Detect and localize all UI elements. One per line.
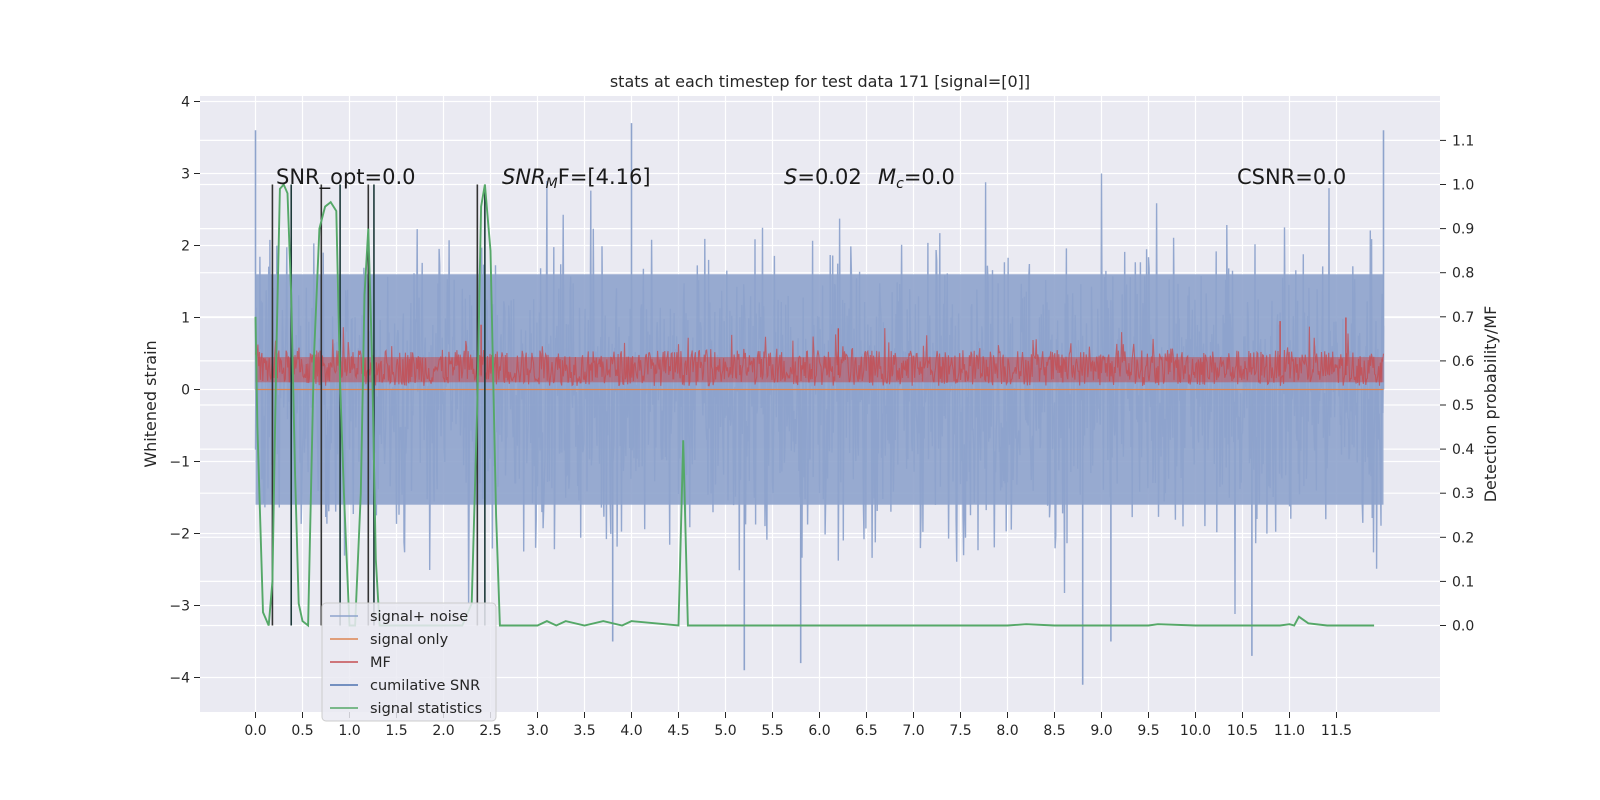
snr-mf-main: SNR	[502, 165, 546, 189]
x-tick-label-0: 0.0	[244, 723, 266, 739]
annotation-csnr: CSNR=0.0	[1237, 165, 1346, 189]
legend-label-mf: MF	[370, 655, 391, 671]
y-tick-label-0: 4	[181, 95, 190, 111]
x-tick-label-5: 2.5	[479, 723, 501, 739]
y-right-tick-label-4: 0.7	[1452, 310, 1474, 326]
y-tick-label-8: −4	[169, 671, 190, 687]
x-tick-label-8: 4.0	[620, 723, 642, 739]
annotation-snr-opt: SNR_opt=0.0	[276, 165, 416, 190]
x-tick-label-13: 6.5	[855, 723, 877, 739]
x-tick-label-16: 8.0	[996, 723, 1018, 739]
s-symbol: S	[784, 165, 797, 189]
legend-entry-cumilative-snr: cumilative SNR	[330, 678, 480, 694]
legend-label-cumilative-snr: cumilative SNR	[370, 678, 480, 694]
x-tick-label-18: 9.0	[1090, 723, 1112, 739]
vertical-lines-group	[271, 184, 486, 626]
y-tick-label-7: −3	[169, 599, 190, 615]
x-tick-label-12: 6.0	[808, 723, 830, 739]
x-tick-label-20: 10.0	[1180, 723, 1211, 739]
mf-series-group	[254, 317, 1385, 387]
legend-box	[321, 602, 497, 722]
x-tick-label-9: 4.5	[667, 723, 689, 739]
legend-entry-mf: MF	[330, 655, 391, 671]
y-right-tick-label-6: 0.5	[1452, 398, 1474, 414]
x-tick-label-11: 5.5	[761, 723, 783, 739]
y-right-tick-label-1: 1.0	[1452, 178, 1474, 194]
noise-series-group	[254, 123, 1385, 685]
legend-entry-signal-only: signal only	[330, 632, 449, 648]
y-right-tick-label-0: 1.1	[1452, 133, 1474, 149]
snr-mf-subscript: M	[546, 176, 558, 192]
legend-label-signal-only: signal only	[370, 632, 449, 648]
annotation-mc: Mc=0.0	[878, 165, 955, 192]
y-tick-label-5: −1	[169, 455, 190, 471]
x-tick-label-2: 1.0	[338, 723, 360, 739]
y-right-tick-label-9: 0.2	[1452, 530, 1474, 546]
signal-statistics-line	[254, 182, 1375, 628]
y-right-tick-label-11: 0.0	[1452, 619, 1474, 635]
chart-title: stats at each timestep for test data 171…	[610, 72, 1030, 91]
x-tick-label-4: 2.0	[432, 723, 454, 739]
mc-value: =0.0	[904, 165, 955, 189]
x-tick-label-6: 3.0	[526, 723, 548, 739]
signal-statistics-group	[254, 182, 1375, 628]
x-tick-label-10: 5.0	[714, 723, 736, 739]
legend-entry-signal-noise: signal+ noise	[330, 609, 468, 625]
y-axis-label-left: Whitened strain	[141, 340, 160, 467]
x-tick-label-23: 11.5	[1321, 723, 1352, 739]
y-tick-label-4: 0	[181, 383, 190, 399]
snr-mf-value: F=[4.16]	[558, 165, 651, 189]
y-tick-label-2: 2	[181, 239, 190, 255]
legend: signal+ noise signal only MF cumilative …	[321, 602, 497, 722]
annotation-snr-mf: SNRMF=[4.16]	[502, 165, 651, 192]
annotation-s: S=0.02	[784, 165, 862, 189]
x-tick-label-7: 3.5	[573, 723, 595, 739]
x-tick-label-21: 10.5	[1227, 723, 1258, 739]
y-right-tick-label-8: 0.3	[1452, 486, 1474, 502]
s-value: =0.02	[797, 165, 861, 189]
y-tick-label-6: −2	[169, 527, 190, 543]
mc-symbol: M	[878, 165, 896, 189]
y-tick-label-1: 3	[181, 167, 190, 183]
legend-entry-signal-statistics: signal statistics	[330, 701, 482, 717]
x-tick-label-3: 1.5	[385, 723, 407, 739]
y-right-tick-label-10: 0.1	[1452, 574, 1474, 590]
y-right-tick-label-7: 0.4	[1452, 442, 1474, 458]
y-right-tick-label-2: 0.9	[1452, 222, 1474, 238]
y-axis-label-right: Detection probability/MF	[1481, 306, 1500, 503]
x-tick-label-15: 7.5	[949, 723, 971, 739]
y-right-tick-label-5: 0.6	[1452, 354, 1474, 370]
x-tick-label-17: 8.5	[1043, 723, 1065, 739]
y-ticks-right: 1.1 1.0 0.9 0.8 0.7 0.6 0.5 0.4 0.3 0.2 0.1 0.0	[1440, 133, 1474, 635]
x-ticks: 0.0 0.5 1.0 1.5 2.0 2.5 3.0 3.5 4.0 4.5 5.0 5.5 6.0 6…	[244, 712, 1352, 739]
y-ticks-left: 4 3 2 1 0 −1 −2 −3 −4	[169, 95, 200, 687]
y-tick-label-3: 1	[181, 311, 190, 327]
x-tick-label-1: 0.5	[291, 723, 313, 739]
x-tick-label-19: 9.5	[1137, 723, 1159, 739]
y-right-tick-label-3: 0.8	[1452, 266, 1474, 282]
x-tick-label-14: 7.0	[902, 723, 924, 739]
x-tick-label-22: 11.0	[1274, 723, 1305, 739]
mf-line	[254, 326, 1385, 387]
legend-label-signal-noise: signal+ noise	[370, 609, 468, 625]
legend-label-signal-statistics: signal statistics	[370, 701, 482, 717]
mc-subscript: c	[896, 176, 904, 192]
